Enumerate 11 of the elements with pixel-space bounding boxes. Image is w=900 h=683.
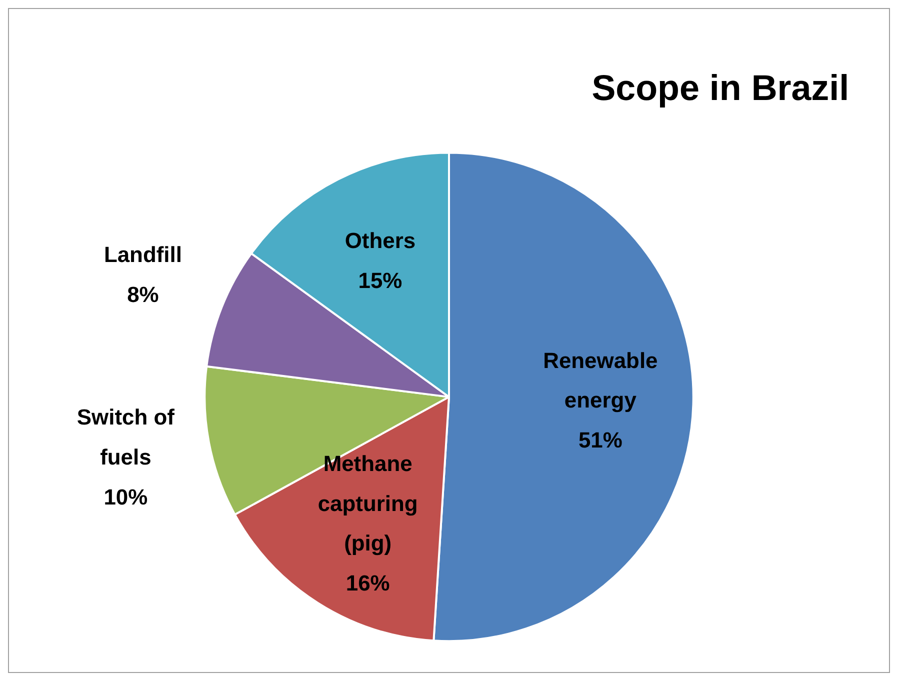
data-label: 15% xyxy=(358,268,402,294)
data-label: 8% xyxy=(127,282,159,307)
data-label: 10% xyxy=(104,484,148,510)
slice-label: Methane capturing (pig) xyxy=(318,450,418,556)
slice-label: Others xyxy=(344,228,416,254)
slice-label: Switch of fuels xyxy=(76,404,176,470)
chart-title: Scope in Brazil xyxy=(592,68,850,108)
data-label: 51% xyxy=(578,428,622,453)
slice-label: Renewable energy xyxy=(543,348,658,413)
data-label: 16% xyxy=(346,570,390,596)
slice-label: Landfill xyxy=(104,242,182,267)
